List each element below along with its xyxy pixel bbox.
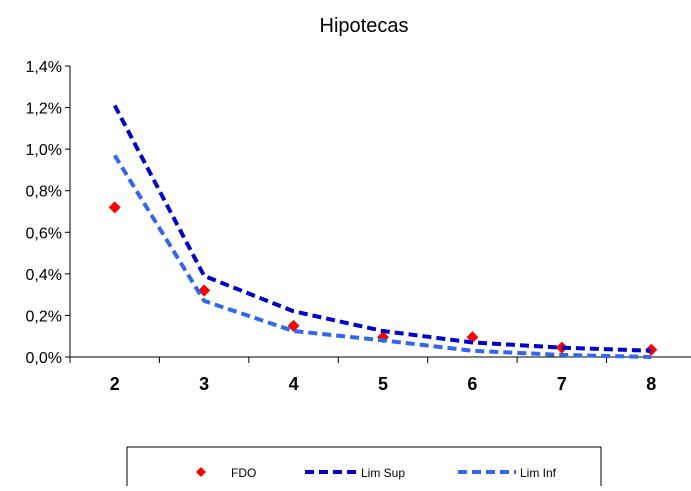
- y-tick-label: 0,6%: [26, 225, 62, 242]
- y-tick-label: 0,0%: [26, 350, 62, 367]
- data-point-fdo: [108, 201, 121, 214]
- y-tick-label: 0,8%: [26, 184, 62, 201]
- x-tick-label: 2: [110, 374, 120, 394]
- legend-box: [126, 446, 602, 491]
- y-tick-label: 0,4%: [26, 267, 62, 284]
- chart-title: Hipotecas: [320, 15, 409, 37]
- y-tick-label: 1,0%: [26, 142, 62, 159]
- data-point-fdo: [287, 319, 300, 332]
- x-tick-label: 5: [378, 374, 388, 394]
- series-line-lim-sup: [112, 104, 652, 353]
- x-tick-label: 8: [646, 374, 656, 394]
- y-tick-label: 1,2%: [26, 101, 62, 118]
- y-tick-label: 1,4%: [26, 59, 62, 76]
- x-tick-label: 4: [289, 374, 299, 394]
- data-point-fdo: [555, 341, 568, 354]
- x-tick-label: 6: [467, 374, 477, 394]
- series-line-lim-inf: [113, 154, 652, 359]
- axes: 0,0% 0,2% 0,4% 0,6% 0,8% 1,0% 1,2% 1,4% 2 3 4 5 6 7 8: [26, 59, 691, 394]
- series-layer: [108, 104, 658, 359]
- legend-label-lim-inf: Lim Inf: [520, 466, 557, 480]
- x-tick-label: 7: [557, 374, 567, 394]
- legend: FDO Lim Sup Lim Inf: [126, 446, 602, 491]
- y-tick-label: 0,2%: [26, 308, 62, 325]
- x-tick-label: 3: [199, 374, 209, 394]
- legend-label-fdo: FDO: [231, 466, 256, 480]
- legend-label-lim-sup: Lim Sup: [361, 466, 405, 480]
- legend-marker-fdo: [196, 467, 206, 477]
